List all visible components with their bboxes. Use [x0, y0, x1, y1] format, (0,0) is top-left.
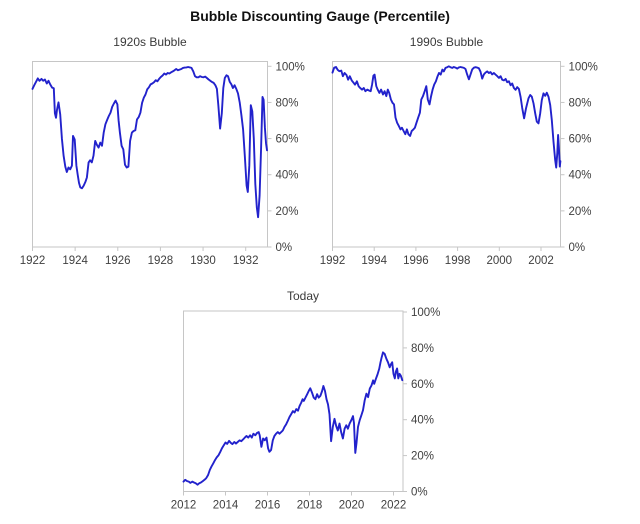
x-tick-label: 2000: [487, 255, 513, 267]
y-tick-label: 60%: [569, 134, 592, 146]
series-line-1920s: [31, 66, 268, 219]
x-tick-label: 1922: [20, 255, 46, 267]
x-tick-label: 2014: [213, 500, 239, 512]
chart-title-1990s-bubble: 1990s Bubble: [409, 35, 484, 49]
x-tick-label: 2018: [297, 500, 323, 512]
y-tick-label: 40%: [411, 415, 434, 427]
x-tick-label: 1932: [233, 255, 259, 267]
x-tick-label: 1998: [445, 255, 471, 267]
chart-title-today: Today: [286, 289, 320, 303]
y-tick-label: 100%: [411, 307, 440, 319]
y-tick-label: 0%: [569, 242, 586, 254]
y-tick-label: 100%: [276, 61, 305, 73]
x-tick-label: 1996: [403, 255, 429, 267]
chart-1920s: 0% 20% 40% 60% 80% 100% 1922 1924 1926 1928 1930 19…: [20, 61, 305, 267]
y-tick-label: 0%: [411, 487, 428, 499]
y-tick-label: 80%: [569, 97, 592, 109]
x-tick-label: 2016: [255, 500, 281, 512]
y-tick-label: 0%: [276, 242, 293, 254]
x-tick-label: 2022: [381, 500, 407, 512]
y-tick-label: 20%: [411, 451, 434, 463]
chart-today: 0% 20% 40% 60% 80% 100% 2012 2014 2016 2018 2020 20…: [171, 307, 441, 512]
x-tick-label: 1924: [62, 255, 88, 267]
x-tick-label: 1930: [190, 255, 216, 267]
y-tick-label: 80%: [411, 343, 434, 355]
x-tick-label: 2012: [171, 500, 197, 512]
x-tick-label: 1992: [320, 255, 346, 267]
y-tick-label: 40%: [569, 170, 592, 182]
x-tick-label: 2020: [339, 500, 365, 512]
y-tick-label: 20%: [569, 206, 592, 218]
plot-area-today: [183, 310, 404, 492]
x-tick-label: 1928: [148, 255, 174, 267]
y-tick-label: 20%: [276, 206, 299, 218]
series-line-today: [182, 351, 404, 486]
chart-1990s: 0% 20% 40% 60% 80% 100% 1992 1994 1996 1998 2000 20…: [320, 61, 598, 267]
y-tick-label: 100%: [569, 61, 598, 73]
chart-title-1920s-bubble: 1920s Bubble: [113, 35, 187, 49]
y-tick-label: 60%: [411, 379, 434, 391]
y-tick-label: 80%: [276, 97, 299, 109]
x-tick-label: 1994: [361, 255, 387, 267]
y-tick-label: 60%: [276, 134, 299, 146]
series-line-1990s: [331, 65, 562, 169]
y-tick-label: 40%: [276, 170, 299, 182]
x-tick-label: 1926: [105, 255, 131, 267]
x-tick-label: 2002: [528, 255, 554, 267]
plot-area-1990s: [332, 61, 561, 248]
page-title: Bubble Discounting Gauge (Percentile): [190, 8, 450, 24]
plot-area-1920s: [32, 61, 268, 248]
